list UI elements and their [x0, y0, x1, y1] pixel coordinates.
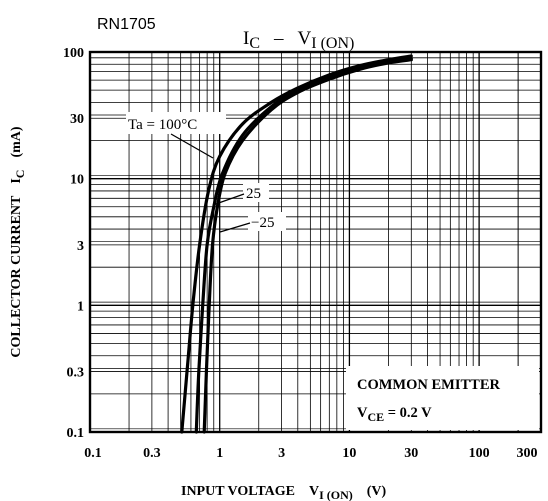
y-tick-label: 1	[77, 299, 84, 314]
y-tick-label: 0.1	[67, 426, 85, 441]
info-box	[346, 366, 539, 430]
label-bg-m25	[248, 212, 286, 231]
x-tick-label: 300	[517, 446, 538, 461]
series-line-2	[202, 58, 413, 434]
x-tick-label: 100	[469, 446, 490, 461]
x-axis-label: INPUT VOLTAGE VI (ON) (V)	[181, 484, 387, 501]
series-line-0	[180, 54, 413, 434]
leader-minus25	[219, 222, 251, 233]
y-tick-label: 10	[70, 173, 84, 188]
label-bg-100	[126, 112, 226, 134]
title-second: V	[298, 28, 312, 49]
plot-frame	[88, 50, 543, 434]
x-tick-label: 0.3	[143, 446, 161, 461]
x-tick-labels: 0.1 0.3 1 3 10 30 100 300	[84, 446, 537, 461]
y-tick-labels: 0.1 0.3 1 3 10 30 100	[63, 46, 84, 441]
info-line-1: COMMON EMITTER	[357, 377, 501, 393]
label-bg-25	[243, 183, 269, 202]
x-tick-label: 0.1	[84, 446, 102, 461]
y-tick-label: 100	[63, 46, 84, 61]
part-number: RN1705	[97, 16, 156, 33]
y-tick-label: 30	[70, 112, 84, 127]
title-main-sub: C	[249, 35, 260, 52]
leader-25	[212, 193, 245, 206]
x-tick-label: 10	[342, 446, 356, 461]
grid	[89, 52, 542, 433]
x-tick-label: 30	[404, 446, 418, 461]
curve-label-minus25: −25	[251, 215, 274, 231]
x-tick-label: 3	[278, 446, 285, 461]
title-second-sub: I (ON)	[311, 35, 354, 52]
title-main: I	[243, 28, 249, 49]
info-line-2: VCE = 0.2 V	[357, 405, 432, 424]
leader-100	[170, 133, 214, 159]
y-axis-label: COLLECTOR CURRENTIC(mA)	[9, 126, 27, 357]
y-tick-label: 3	[77, 239, 84, 254]
curve-label-25: 25	[246, 186, 261, 202]
y-tick-label: 0.3	[67, 366, 85, 381]
curve-label-100: Ta = 100°C	[128, 117, 197, 133]
x-tick-label: 1	[216, 446, 223, 461]
curve-labels: Ta = 100°C 25 −25	[126, 112, 286, 233]
series-lines	[180, 54, 413, 434]
chart-title: IC – VI (ON)	[243, 28, 354, 52]
title-dash: –	[273, 28, 284, 49]
